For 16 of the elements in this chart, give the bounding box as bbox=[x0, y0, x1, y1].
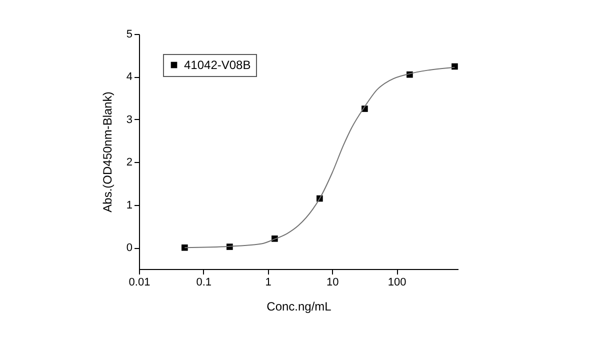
y-tick-label: 5 bbox=[126, 28, 132, 40]
x-axis-title: Conc.ng/mL bbox=[266, 300, 332, 314]
y-axis-title: Abs.(OD450nm-Blank) bbox=[100, 92, 114, 212]
point bbox=[452, 63, 458, 70]
y-tick-label: 3 bbox=[126, 114, 132, 126]
x-tick-label: 10 bbox=[326, 276, 339, 288]
y-tick-label: 2 bbox=[126, 156, 132, 169]
x-tick-label: 1 bbox=[265, 276, 272, 288]
x-tick-label: 0.01 bbox=[128, 276, 150, 288]
y-tick-label: 4 bbox=[126, 71, 132, 84]
y-tick-label: 1 bbox=[126, 199, 132, 212]
x-tick-label: 100 bbox=[388, 276, 406, 288]
y-tick-label: 0 bbox=[126, 242, 132, 254]
legend-label: 41042-V08B bbox=[184, 58, 251, 72]
x-tick-label: 0.1 bbox=[196, 276, 212, 288]
point bbox=[182, 244, 188, 251]
